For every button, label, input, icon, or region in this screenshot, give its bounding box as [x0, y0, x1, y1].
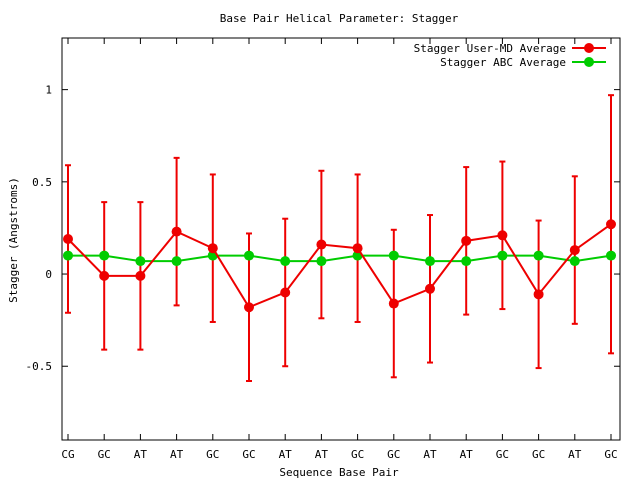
legend-marker: [584, 57, 594, 67]
x-tick-label: GC: [98, 448, 111, 461]
data-point: [244, 250, 254, 261]
y-tick-label: 0: [45, 268, 52, 281]
x-tick-label: AT: [460, 448, 474, 461]
data-point: [99, 270, 110, 281]
plot-frame: [61, 37, 621, 441]
data-point: [352, 243, 363, 254]
series-line: [68, 254, 612, 263]
x-tick-label: GC: [532, 448, 545, 461]
data-point: [171, 226, 182, 237]
x-tick-label: AT: [170, 448, 184, 461]
data-point: [316, 239, 327, 250]
data-point: [99, 250, 110, 261]
data-point: [606, 219, 616, 230]
x-tick-label: AT: [568, 448, 582, 461]
x-tick-label: AT: [423, 448, 437, 461]
data-point: [280, 287, 291, 298]
chart-title: Base Pair Helical Parameter: Stagger: [220, 12, 459, 25]
legend-marker: [584, 43, 594, 53]
data-point: [207, 243, 218, 254]
data-point: [461, 235, 472, 246]
x-tick-label: AT: [315, 448, 329, 461]
x-tick-label: GC: [496, 448, 509, 461]
series-line: [67, 223, 612, 309]
data-point: [63, 250, 73, 261]
data-point: [497, 250, 508, 261]
legend-label: Stagger ABC Average: [440, 56, 566, 69]
data-point: [497, 230, 508, 241]
data-point: [135, 256, 146, 267]
y-tick-label: 1: [45, 84, 52, 97]
x-axis-label: Sequence Base Pair: [279, 466, 399, 479]
y-tick-label: 0.5: [32, 176, 52, 189]
plot-area: -0.5 0 0.5 1 CG GC AT AT GC GC AT AT GC GC AT AT GC GC AT G…: [26, 37, 621, 461]
x-tick-label: GC: [387, 448, 400, 461]
data-point: [569, 256, 580, 267]
y-axis-label: Stagger (Angstroms): [7, 177, 20, 303]
x-tick-label: AT: [134, 448, 148, 461]
data-point: [244, 302, 254, 313]
data-point: [171, 256, 182, 267]
data-point: [533, 289, 544, 300]
data-point: [461, 256, 472, 267]
x-tick-label: CG: [61, 448, 74, 461]
data-point: [606, 250, 616, 261]
data-point: [388, 250, 399, 261]
data-point: [533, 250, 544, 261]
x-tick-label: GC: [206, 448, 219, 461]
data-point: [63, 234, 73, 244]
data-point: [425, 256, 435, 267]
x-tick-label: GC: [242, 448, 255, 461]
data-point: [388, 298, 399, 309]
x-tick-label: GC: [604, 448, 617, 461]
x-tick-label: AT: [279, 448, 293, 461]
data-point: [135, 270, 146, 281]
x-tick-label: GC: [351, 448, 364, 461]
data-point: [425, 283, 435, 294]
legend-label: Stagger User-MD Average: [414, 42, 566, 55]
data-point: [569, 245, 580, 256]
y-tick-label: -0.5: [26, 360, 53, 373]
data-point: [316, 256, 327, 267]
data-point: [280, 256, 291, 267]
